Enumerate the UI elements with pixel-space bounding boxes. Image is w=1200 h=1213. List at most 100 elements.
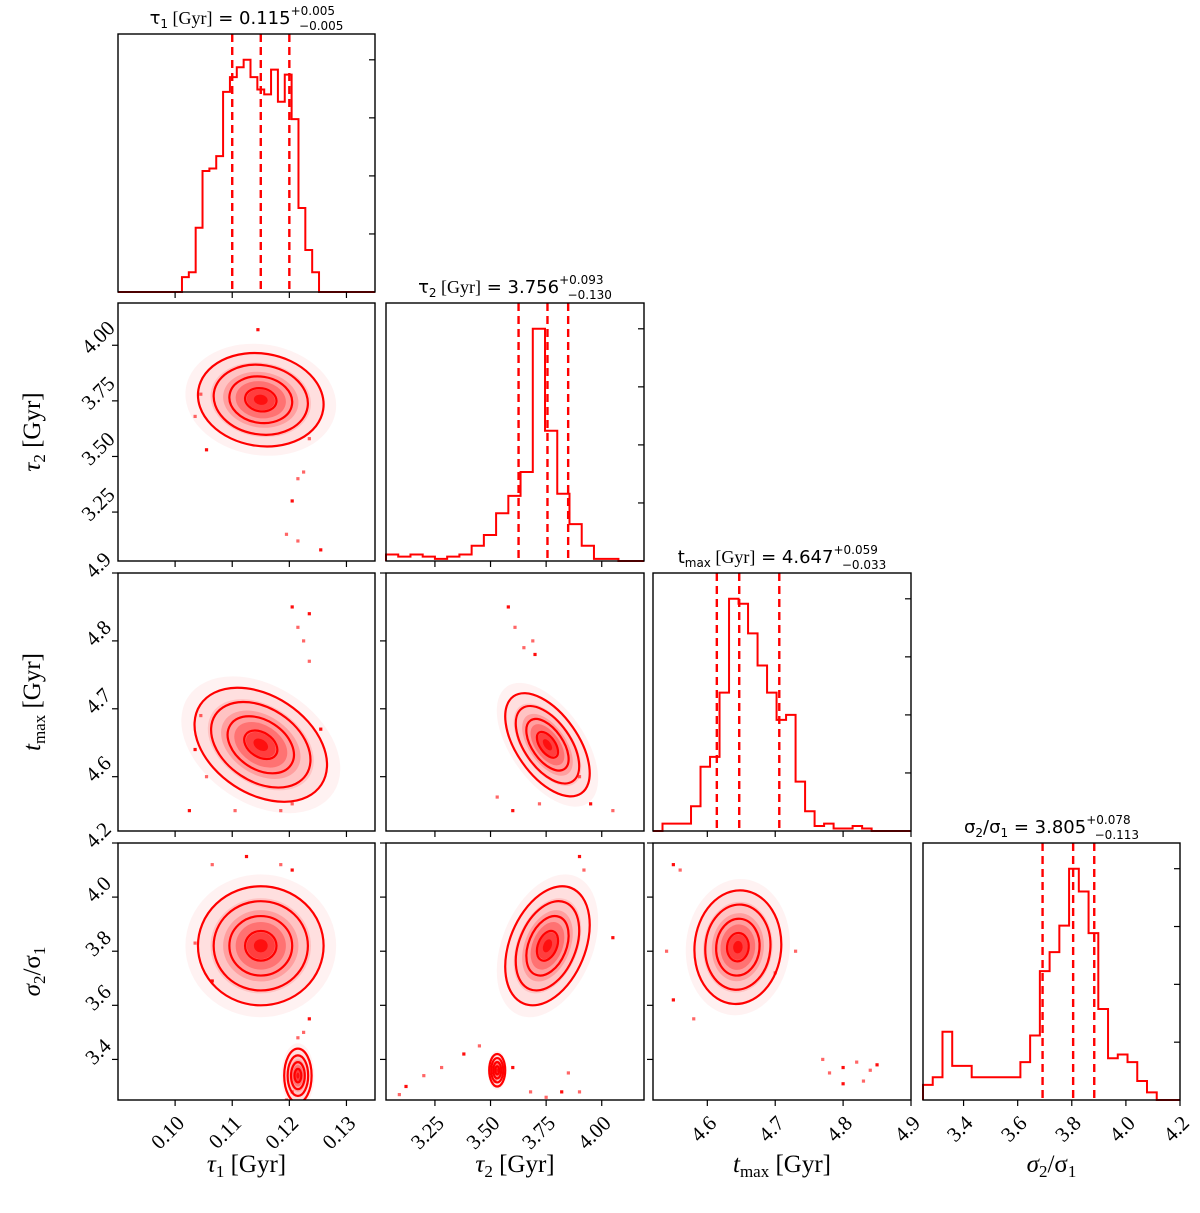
sample-point bbox=[493, 1079, 497, 1083]
contour-line bbox=[725, 931, 750, 963]
sample-point bbox=[244, 854, 249, 859]
panel-frame bbox=[652, 842, 912, 1101]
title-part: τ bbox=[418, 277, 429, 298]
label-part: [Gyr] bbox=[224, 1151, 286, 1178]
title-part: max bbox=[685, 556, 711, 570]
sample-point bbox=[875, 1063, 879, 1067]
sample-point bbox=[279, 863, 283, 867]
sample-point bbox=[204, 448, 209, 452]
sample-point bbox=[495, 795, 499, 799]
contour-line bbox=[196, 351, 325, 448]
sample-point bbox=[692, 1017, 696, 1021]
contour-line bbox=[212, 363, 309, 436]
label-part: [Gyr] bbox=[19, 653, 46, 715]
density-fill bbox=[253, 738, 269, 752]
sample-point bbox=[841, 1082, 845, 1086]
contour-line bbox=[289, 1061, 306, 1091]
density-0 bbox=[185, 343, 337, 456]
x-tick-label: 4.6 bbox=[686, 1111, 722, 1147]
sample-point bbox=[671, 998, 675, 1002]
y-tick-label: 3.25 bbox=[77, 483, 120, 526]
label-part: max bbox=[740, 1162, 770, 1181]
sample-point bbox=[187, 809, 191, 813]
label-part: max bbox=[30, 714, 49, 744]
density-fill bbox=[542, 739, 553, 751]
sample-point bbox=[861, 1079, 866, 1083]
sample-point bbox=[678, 868, 682, 872]
label-part: /σ bbox=[19, 955, 46, 976]
title-part: σ bbox=[964, 817, 975, 838]
title-part: −0.005 bbox=[299, 19, 343, 33]
sample-point bbox=[577, 854, 582, 859]
sample-point bbox=[841, 1065, 845, 1070]
sample-point bbox=[210, 979, 214, 983]
panel-content bbox=[181, 605, 341, 814]
sample-point bbox=[821, 1057, 825, 1062]
contour-line bbox=[226, 715, 296, 775]
density-1 bbox=[487, 1050, 507, 1090]
sample-point bbox=[290, 1090, 294, 1094]
sample-point bbox=[210, 863, 214, 867]
sample-point bbox=[506, 605, 510, 609]
label-part: [Gyr] bbox=[769, 1151, 831, 1178]
panel-content bbox=[664, 863, 879, 1086]
sample-point bbox=[422, 1074, 426, 1078]
hist-panel-sigma_ratio: 3.4 3.6 3.8 4.0 4.2 σ2/σ1 = 3.805+0.078 −0.113 bbox=[922, 813, 1194, 1147]
label-part: [Gyr] bbox=[493, 1151, 555, 1178]
sample-point bbox=[302, 639, 306, 643]
sample-point bbox=[204, 775, 209, 779]
contour-line bbox=[488, 1052, 507, 1088]
panel-title-tau1: τ1 [Gyr] = 0.115+0.005 −0.005 bbox=[150, 4, 344, 33]
label-part: τ bbox=[207, 1151, 217, 1178]
hist-panel-tmax: tmax [Gyr] = 4.647+0.059 −0.033 bbox=[652, 543, 912, 837]
histogram-step bbox=[385, 327, 644, 562]
sample-point bbox=[319, 727, 323, 731]
contour-line bbox=[514, 900, 581, 992]
sample-point bbox=[193, 414, 197, 419]
density-0 bbox=[185, 874, 337, 1018]
sample-point bbox=[793, 949, 798, 953]
sample-point bbox=[279, 809, 283, 813]
panel-content bbox=[185, 854, 337, 1100]
title-part: [Gyr] bbox=[437, 277, 481, 297]
contour-line bbox=[514, 704, 581, 785]
sample-point bbox=[290, 499, 294, 503]
title-part: −0.113 bbox=[1095, 828, 1139, 842]
title-part: = 3.805 bbox=[1008, 817, 1086, 838]
contour-line bbox=[535, 929, 560, 962]
panel-frame bbox=[385, 572, 645, 832]
y-tick-label: 4.6 bbox=[80, 751, 116, 787]
x-tick-label: 4.2 bbox=[1158, 1111, 1194, 1147]
panel-tmax-vs-tau2 bbox=[380, 572, 645, 837]
density-0 bbox=[685, 878, 791, 1016]
title-part: τ bbox=[150, 8, 161, 29]
sample-point bbox=[611, 936, 615, 940]
sample-point bbox=[302, 470, 306, 474]
sample-point bbox=[193, 747, 197, 752]
density-fill bbox=[253, 394, 268, 405]
y-axis-label-tmax: tmax [Gyr] bbox=[19, 653, 49, 751]
label-part: [Gyr] bbox=[19, 392, 46, 454]
contour-line bbox=[693, 889, 783, 1006]
x-axis-label-tau1: τ1 [Gyr] bbox=[207, 1151, 286, 1181]
sample-point bbox=[560, 1090, 564, 1094]
sample-point bbox=[296, 539, 300, 543]
label-part: t bbox=[19, 743, 46, 751]
sample-point bbox=[462, 1052, 466, 1056]
sample-point bbox=[290, 605, 294, 609]
panel-sigma_ratio-vs-tau2: 3.25 3.50 3.75 4.00 bbox=[380, 842, 645, 1154]
sample-point bbox=[290, 802, 294, 806]
label-part: 2 bbox=[30, 976, 49, 985]
y-tick-label: 4.9 bbox=[80, 547, 116, 583]
contour-line bbox=[193, 686, 329, 803]
label-part: 2 bbox=[1039, 1162, 1048, 1181]
sample-point bbox=[664, 949, 669, 953]
panel-frame bbox=[117, 842, 376, 1101]
title-part: t bbox=[678, 547, 685, 568]
title-part: [Gyr] bbox=[168, 8, 212, 28]
panel-frame bbox=[385, 842, 645, 1101]
sample-point bbox=[307, 659, 311, 663]
contour-line bbox=[525, 914, 570, 977]
sample-point bbox=[296, 1036, 300, 1040]
